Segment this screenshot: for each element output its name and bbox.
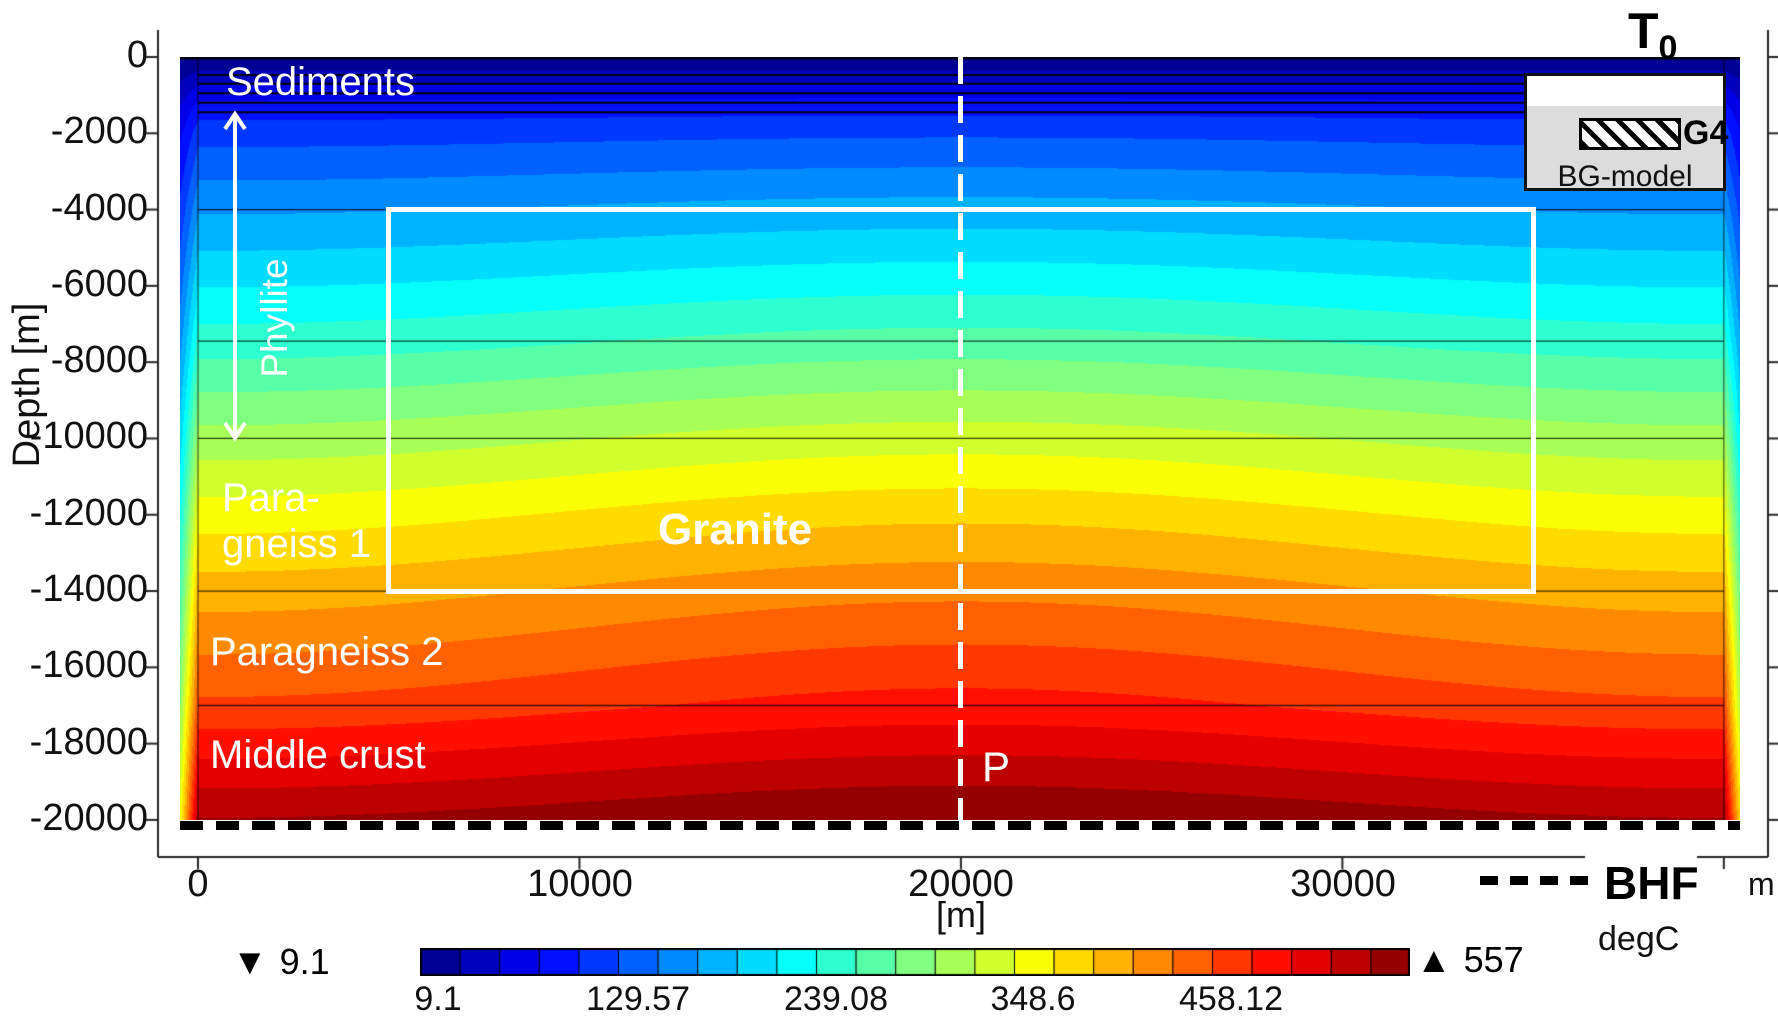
colorbar-max-marker: ▲557 — [1416, 939, 1524, 980]
colorbar-tick-129.57: 129.57 — [586, 980, 690, 1018]
legend-label-g4: G4 — [1683, 114, 1729, 152]
y-tick-12000: -12000 — [29, 492, 148, 534]
legend-box: G4 BG-model — [1524, 73, 1728, 193]
x-tick-10000: 10000 — [527, 863, 633, 905]
profile-point-label: P — [982, 743, 1011, 790]
layer-label-paragneiss1-line2: gneiss 1 — [222, 522, 371, 566]
layer-label-granite: Granite — [658, 505, 813, 554]
y-tick-10000: -10000 — [29, 415, 148, 457]
layer-label-paragneiss1-line1: Para- — [222, 476, 320, 520]
x-tick-0: 0 — [187, 863, 209, 905]
y-tick-14000: -14000 — [29, 568, 148, 610]
y-tick-8000: -8000 — [50, 339, 148, 381]
y-tick-4000: -4000 — [50, 187, 148, 229]
x-tick-20000: 20000 — [908, 863, 1014, 905]
colorbar-tick-239.08: 239.08 — [784, 980, 888, 1018]
colorbar-tick-9.1: 9.1 — [414, 980, 462, 1018]
legend-label-bg-model: BG-model — [1557, 160, 1693, 193]
y-tick-18000: -18000 — [29, 721, 148, 763]
y-tick-0: 0 — [126, 34, 148, 76]
x-axis-label: [m] — [936, 894, 986, 935]
y-tick-16000: -16000 — [29, 644, 148, 686]
y-axis-label: Depth [m] — [6, 302, 48, 468]
legend-background: G4 BG-model — [1527, 106, 1728, 193]
y-tick-2000: -2000 — [50, 110, 148, 152]
phyllite-extent-arrow-icon — [223, 110, 247, 442]
colorbar-min-marker: ▼9.1 — [232, 941, 330, 982]
colorbar-unit-label: degC — [1598, 920, 1680, 958]
basal-heat-flow-dashed-line — [180, 820, 1740, 830]
bhf-legend-label: BHF — [1604, 857, 1699, 909]
colorbar-tick-348.6: 348.6 — [990, 980, 1076, 1018]
layer-label-phyllite: Phyllite — [254, 258, 295, 378]
layer-label-sediments: Sediments — [226, 60, 415, 104]
g4-hatch-swatch-icon — [1579, 118, 1681, 150]
x-axis-unit: m — [1748, 866, 1775, 902]
down-triangle-icon: ▼ — [232, 941, 280, 982]
bhf-legend-dash-icon — [1480, 876, 1588, 885]
profile-dashed-line — [958, 57, 964, 820]
y-tick-6000: -6000 — [50, 263, 148, 305]
layer-label-paragneiss2: Paragneiss 2 — [210, 630, 444, 674]
x-tick-30000: 30000 — [1290, 863, 1396, 905]
up-triangle-icon: ▲ — [1416, 939, 1464, 980]
layer-label-middle-crust: Middle crust — [210, 733, 426, 777]
y-tick-20000: -20000 — [29, 797, 148, 839]
colorbar — [420, 948, 1410, 976]
surface-temperature-symbol: T0 — [1628, 3, 1678, 67]
colorbar-tick-458.12: 458.12 — [1179, 980, 1283, 1018]
